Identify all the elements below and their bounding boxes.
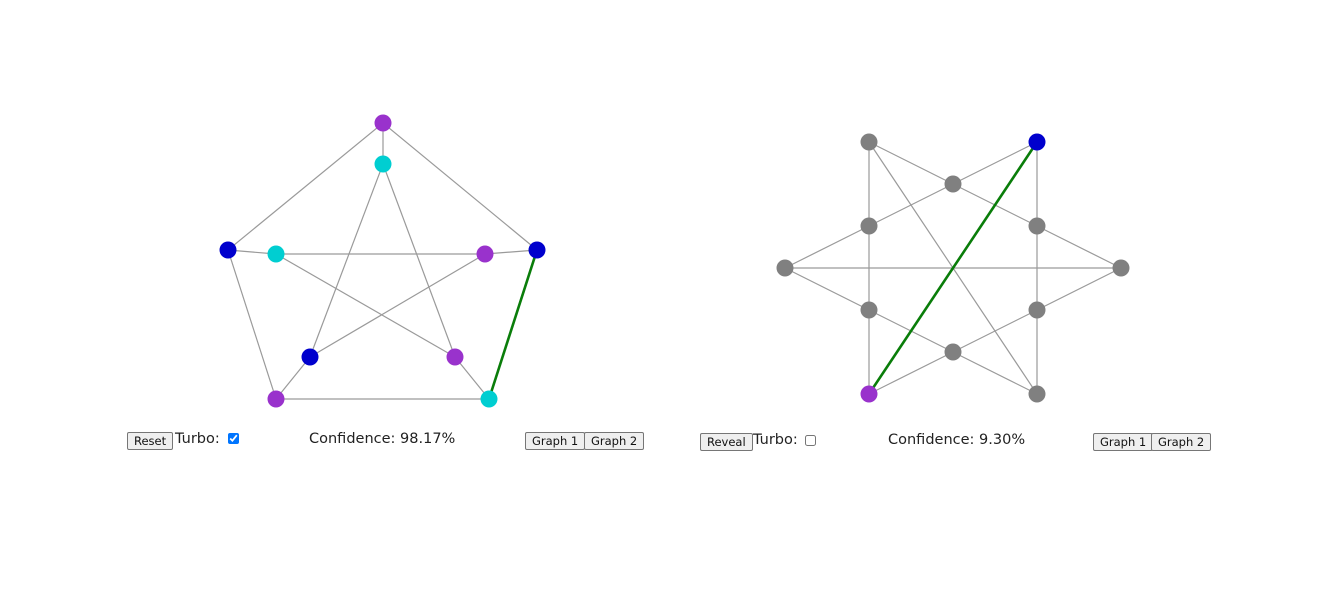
right-edge[interactable]: [868, 351, 954, 395]
left-edge[interactable]: [227, 122, 384, 251]
right-vertex[interactable]: [860, 385, 878, 403]
reveal-button[interactable]: Reveal: [700, 433, 753, 451]
left-edge[interactable]: [454, 356, 490, 400]
left-vertex[interactable]: [446, 348, 464, 366]
left-vertex[interactable]: [476, 245, 494, 263]
left-vertex[interactable]: [219, 241, 237, 259]
right-edge[interactable]: [952, 141, 1038, 185]
right-highlighted-edge[interactable]: [867, 141, 1039, 395]
left-vertex[interactable]: [528, 241, 546, 259]
right-vertex[interactable]: [1028, 133, 1046, 151]
left-vertex[interactable]: [267, 245, 285, 263]
right-vertex[interactable]: [1112, 259, 1130, 277]
right-vertex[interactable]: [860, 301, 878, 319]
graph1-button-left[interactable]: Graph 1: [525, 432, 586, 450]
right-vertex[interactable]: [1028, 385, 1046, 403]
turbo-label-right: Turbo:: [753, 432, 798, 448]
left-vertex[interactable]: [267, 390, 285, 408]
right-graph: [776, 133, 1130, 403]
right-vertex[interactable]: [944, 343, 962, 361]
left-vertex[interactable]: [374, 114, 392, 132]
right-vertex[interactable]: [860, 217, 878, 235]
left-edge[interactable]: [309, 253, 486, 358]
confidence-right: Confidence: 9.30%: [888, 432, 1025, 448]
left-highlighted-edge[interactable]: [487, 249, 539, 400]
confidence-value-left: 98.17%: [400, 431, 456, 447]
graph2-button-left[interactable]: Graph 2: [584, 432, 645, 450]
right-vertex[interactable]: [1028, 217, 1046, 235]
turbo-checkbox-left[interactable]: [228, 433, 239, 444]
left-edge[interactable]: [227, 249, 277, 400]
turbo-label-left: Turbo:: [175, 431, 220, 447]
left-edge[interactable]: [275, 253, 456, 358]
confidence-label-right: Confidence:: [888, 432, 975, 448]
right-vertex[interactable]: [860, 133, 878, 151]
confidence-value-right: 9.30%: [979, 432, 1026, 448]
right-edge[interactable]: [784, 225, 870, 269]
right-vertex[interactable]: [944, 175, 962, 193]
left-graph: [219, 114, 546, 408]
right-edge[interactable]: [868, 141, 954, 185]
left-edge[interactable]: [275, 356, 311, 400]
left-edge[interactable]: [382, 163, 456, 358]
left-vertex[interactable]: [480, 390, 498, 408]
left-edge[interactable]: [382, 122, 538, 251]
right-edge[interactable]: [1036, 267, 1122, 311]
left-vertex[interactable]: [374, 155, 392, 173]
left-vertex[interactable]: [301, 348, 319, 366]
reset-button[interactable]: Reset: [127, 432, 174, 450]
confidence-left: Confidence: 98.17%: [309, 431, 455, 447]
turbo-checkbox-right[interactable]: [805, 435, 816, 446]
right-edge[interactable]: [784, 267, 870, 311]
right-edge[interactable]: [1036, 225, 1122, 269]
right-vertex[interactable]: [1028, 301, 1046, 319]
graph1-button-right[interactable]: Graph 1: [1093, 433, 1154, 451]
confidence-label-left: Confidence:: [309, 431, 396, 447]
right-edge[interactable]: [952, 351, 1038, 395]
graph2-button-right[interactable]: Graph 2: [1151, 433, 1212, 451]
left-edge[interactable]: [309, 163, 384, 358]
right-vertex[interactable]: [776, 259, 794, 277]
left-edge[interactable]: [484, 249, 538, 255]
